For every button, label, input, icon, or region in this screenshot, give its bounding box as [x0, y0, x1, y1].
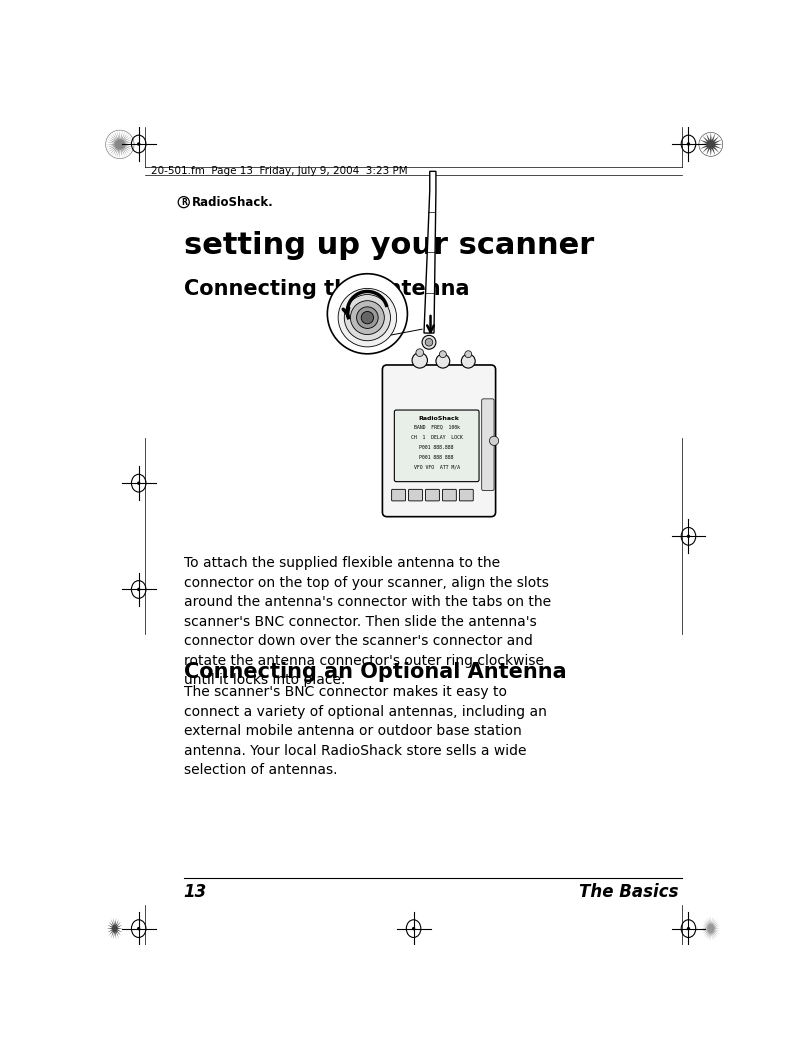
Text: BAND  FREQ  100k: BAND FREQ 100k	[414, 425, 460, 430]
Circle shape	[412, 353, 428, 369]
Circle shape	[137, 587, 140, 592]
Circle shape	[425, 339, 433, 346]
Text: The Basics: The Basics	[579, 883, 678, 901]
Text: The scanner's BNC connector makes it easy to
connect a variety of optional anten: The scanner's BNC connector makes it eas…	[184, 685, 546, 777]
Text: setting up your scanner: setting up your scanner	[184, 232, 594, 260]
FancyBboxPatch shape	[442, 490, 456, 501]
FancyBboxPatch shape	[395, 410, 479, 482]
Circle shape	[687, 142, 690, 145]
Text: P001 888.888: P001 888.888	[420, 445, 454, 450]
Circle shape	[338, 289, 397, 347]
Circle shape	[462, 355, 475, 369]
Circle shape	[439, 350, 446, 358]
Text: RadioShack.: RadioShack.	[192, 195, 274, 208]
Circle shape	[687, 534, 690, 538]
Text: 13: 13	[184, 883, 207, 901]
FancyBboxPatch shape	[408, 490, 422, 501]
Text: Connecting an Optional Antenna: Connecting an Optional Antenna	[184, 663, 567, 682]
Circle shape	[436, 355, 449, 369]
Text: CH  1  DELAY  LOCK: CH 1 DELAY LOCK	[411, 434, 462, 440]
Circle shape	[362, 311, 374, 324]
Text: R: R	[181, 198, 186, 207]
Polygon shape	[107, 918, 123, 940]
Text: To attach the supplied flexible antenna to the
connector on the top of your scan: To attach the supplied flexible antenna …	[184, 556, 551, 687]
Circle shape	[489, 436, 499, 445]
Polygon shape	[106, 131, 134, 158]
FancyBboxPatch shape	[383, 365, 495, 517]
FancyBboxPatch shape	[482, 399, 494, 491]
Text: P001 888 888: P001 888 888	[420, 455, 454, 460]
Text: RadioShack: RadioShack	[419, 416, 459, 422]
Circle shape	[328, 274, 408, 354]
Text: 20-501.fm  Page 13  Friday, July 9, 2004  3:23 PM: 20-501.fm Page 13 Friday, July 9, 2004 3…	[151, 167, 408, 176]
FancyBboxPatch shape	[425, 490, 439, 501]
Circle shape	[422, 336, 436, 349]
Polygon shape	[699, 133, 723, 156]
Circle shape	[137, 481, 140, 485]
Circle shape	[687, 927, 690, 930]
Circle shape	[412, 927, 416, 930]
Text: VFO VFO  ATT M/A: VFO VFO ATT M/A	[414, 465, 460, 469]
Circle shape	[465, 350, 472, 358]
Circle shape	[416, 348, 424, 357]
Polygon shape	[701, 917, 720, 941]
FancyBboxPatch shape	[459, 490, 473, 501]
Circle shape	[137, 142, 140, 145]
Circle shape	[137, 927, 140, 930]
Text: Connecting the Antenna: Connecting the Antenna	[184, 279, 469, 299]
FancyBboxPatch shape	[391, 490, 405, 501]
Circle shape	[350, 301, 384, 335]
Circle shape	[345, 294, 391, 341]
Circle shape	[357, 307, 378, 328]
Polygon shape	[424, 171, 436, 333]
